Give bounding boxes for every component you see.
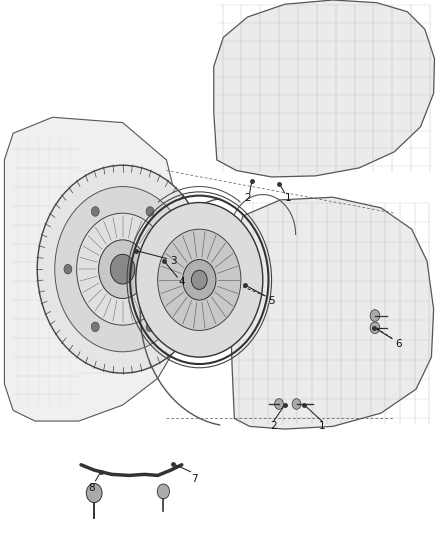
Circle shape [37, 165, 208, 373]
Circle shape [292, 399, 301, 409]
Circle shape [86, 483, 102, 503]
Polygon shape [230, 197, 434, 429]
Circle shape [275, 399, 283, 409]
Text: 7: 7 [191, 474, 198, 483]
Circle shape [110, 254, 135, 284]
Circle shape [146, 207, 154, 216]
Text: 3: 3 [170, 256, 177, 266]
Circle shape [136, 203, 263, 357]
Polygon shape [214, 0, 434, 177]
Text: 1: 1 [318, 422, 325, 431]
Circle shape [158, 229, 241, 330]
Text: 2: 2 [270, 422, 277, 431]
Text: 6: 6 [395, 339, 402, 349]
Circle shape [92, 207, 99, 216]
Text: 2: 2 [244, 193, 251, 203]
Text: 4: 4 [178, 278, 185, 287]
Circle shape [191, 270, 207, 289]
Circle shape [55, 187, 191, 352]
Polygon shape [4, 117, 180, 421]
Circle shape [157, 484, 170, 499]
Circle shape [370, 310, 380, 321]
Circle shape [91, 322, 99, 332]
Text: 5: 5 [268, 296, 275, 306]
Circle shape [370, 322, 380, 334]
Text: 1: 1 [285, 193, 292, 203]
Circle shape [64, 264, 72, 274]
Circle shape [173, 264, 181, 274]
Circle shape [146, 322, 154, 332]
Circle shape [99, 240, 147, 298]
Circle shape [77, 213, 169, 325]
Text: 8: 8 [88, 483, 95, 492]
Circle shape [183, 260, 216, 300]
